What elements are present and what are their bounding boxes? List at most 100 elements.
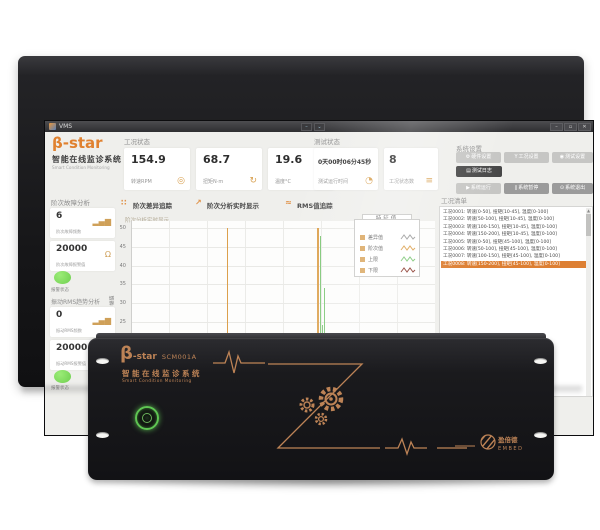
power-icon: ⊙ [559,185,565,191]
temperature-value: 19.6 [275,153,303,166]
gears-icon [299,386,344,426]
condition-list-item[interactable]: 工况0004: 转速[150-200], 扭矩[10-45], 温度[0-100… [443,232,557,238]
window-title: VMS [59,123,73,130]
legend-item-diff[interactable]: 差异值 [360,233,416,242]
rms-alarm-status-label: 报警状态 [51,385,69,391]
tab-order-analysis-realtime[interactable]: 阶次分析实时显示 [207,202,259,210]
y-tick-label: 40 [119,262,126,269]
system-exit-button[interactable]: ⊙系统退出 [552,183,593,194]
gridline [132,321,435,323]
legend-swatch [360,268,365,273]
device-logo-beta: β [120,343,133,364]
pane-minimize-button[interactable]: – [301,123,312,131]
y-tick-label: 25 [119,318,126,325]
screw-hole [96,358,109,364]
condition-count-label: 工况状态数 [389,179,415,185]
pause-icon: ∥ [514,185,518,191]
device-logo: β-star SCM001A [120,344,197,363]
tab-rms-tracking[interactable]: RMS值追踪 [297,202,333,210]
temperature-label: 温度°C [275,179,291,185]
legend-line-sample [400,234,416,240]
gridline [132,247,435,249]
test-log-button[interactable]: ▤测试日志 [456,166,502,177]
power-button-inner [142,413,152,423]
screw-hole [534,358,547,364]
order-alarm-value: 20000 [56,244,88,254]
condition-count-value: 8 [389,153,397,166]
test-settings-button[interactable]: ◉测试设置 [552,152,593,163]
order-count-label: 阶次故障频数 [56,229,82,234]
system-pause-button[interactable]: ∥系统暂停 [504,183,549,194]
rms-tracking-icon: ≈ [285,198,292,207]
power-button[interactable] [135,406,159,430]
order-count-value: 6 [56,211,63,221]
condition-count-card: 8 工况状态数 ≡ [384,148,438,190]
gear-icon: ⚙ [465,154,471,160]
condition-status-header: 工况状态 [124,138,150,146]
legend-item-order[interactable]: 阶次值 [360,244,416,253]
order-analysis-icon: ↗ [195,198,202,207]
rms-analysis-header: 振动RMS趋势分析 [51,299,101,306]
scrollbar[interactable]: ▲ [586,208,591,396]
logo-circle-icon [480,434,496,450]
zigzag-line-icon [268,363,380,449]
rpm-card: 154.9 转速RPM ◎ [124,148,190,190]
condition-list-item[interactable]: 工况0005: 转速[0-50], 扭矩[45-100], 温度[0-100] [443,239,552,245]
condition-list-item[interactable]: 工况0002: 转速[50-100], 扭矩[10-45], 温度[0-100] [443,217,555,223]
legend-swatch [360,246,365,251]
bar-chart-icon: ▂▄▆ [92,217,111,226]
alarm-icon: Ω [104,250,111,259]
order-diff-tracking-icon: ∷ [121,198,127,207]
order-alarm-status-label: 报警状态 [51,288,69,293]
chart-bar [226,228,229,397]
rpm-value: 154.9 [131,153,166,166]
condition-list-item[interactable]: 工况0008: 转速[150-200], 扭矩[45-100], 温度[0-10… [441,260,587,269]
minimize-button[interactable]: – [550,123,563,131]
torque-card: 68.7 扭矩N·m ↻ [196,148,262,190]
chart-bar [317,228,319,397]
gauge-icon: ◎ [177,176,185,186]
pane-dropdown-button[interactable]: ⌄ [314,123,325,131]
bar-chart-icon: ▂▄▆ [92,316,111,325]
condition-list-item[interactable]: 工况0001: 转速[0-50], 扭矩[10-45], 温度[0-100] [443,210,549,215]
condition-settings-button[interactable]: Y工况设置 [504,152,549,163]
y-tick-label: 30 [119,300,126,307]
condition-list-item[interactable]: 工况0003: 转速[100-150], 扭矩[10-45], 温度[0-100… [443,224,557,230]
chart-bar [319,235,322,397]
hardware-settings-button[interactable]: ⚙硬件设置 [456,152,501,163]
window-titlebar: VMS – ⌄ – ▫ ✕ [45,121,593,132]
app-subtitle: Smart Condition Monitoring [52,165,110,170]
order-alarm-status-indicator [54,271,71,284]
device-subtitle: Smart Condition Monitoring [122,379,192,384]
order-alarm-card: 20000 阶次故障报警值 Ω [50,241,115,271]
rack-device [88,338,554,480]
order-analysis-header: 阶次故障分析 [51,199,90,207]
rms-count-value: 0 [56,310,63,320]
legend-line-sample [400,256,416,262]
condition-list-item[interactable]: 工况0006: 转速[50-100], 扭矩[45-100], 温度[0-100… [443,247,557,252]
y-tick-label: 50 [119,225,126,232]
maximize-button[interactable]: ▫ [564,123,577,131]
test-status-header: 测试状态 [314,138,340,146]
tab-order-diff-tracking[interactable]: 阶次差异追踪 [133,202,172,210]
condition-list-header: 工况清单 [441,197,467,205]
scroll-up-icon[interactable]: ▲ [586,208,591,213]
legend-swatch [360,235,365,240]
condition-list-item[interactable]: 工况0007: 转速[100-150], 扭矩[45-100], 温度[0-10… [443,254,560,260]
system-run-button[interactable]: ▶系统运行 [456,183,501,194]
scrollbar-thumb[interactable] [586,214,591,236]
legend-item-upper[interactable]: 上限 [360,255,416,264]
rms-count-card: 0 振动RMS频数 ▂▄▆ [50,307,115,337]
legend-item-lower[interactable]: 下限 [360,266,416,275]
device-brand-en: EMBED [498,446,523,452]
legend-line-sample [400,267,416,273]
gridline [132,303,435,305]
clock-icon: ◔ [365,176,373,186]
rms-alarm-label: 振动RMS报警值 [56,361,87,366]
device-top-edge [96,333,546,341]
close-button[interactable]: ✕ [578,123,591,131]
torque-label: 扭矩N·m [203,179,224,185]
test-time-value: 0天00时06分45秒 [318,159,372,166]
rms-count-label: 振动RMS频数 [56,328,82,333]
